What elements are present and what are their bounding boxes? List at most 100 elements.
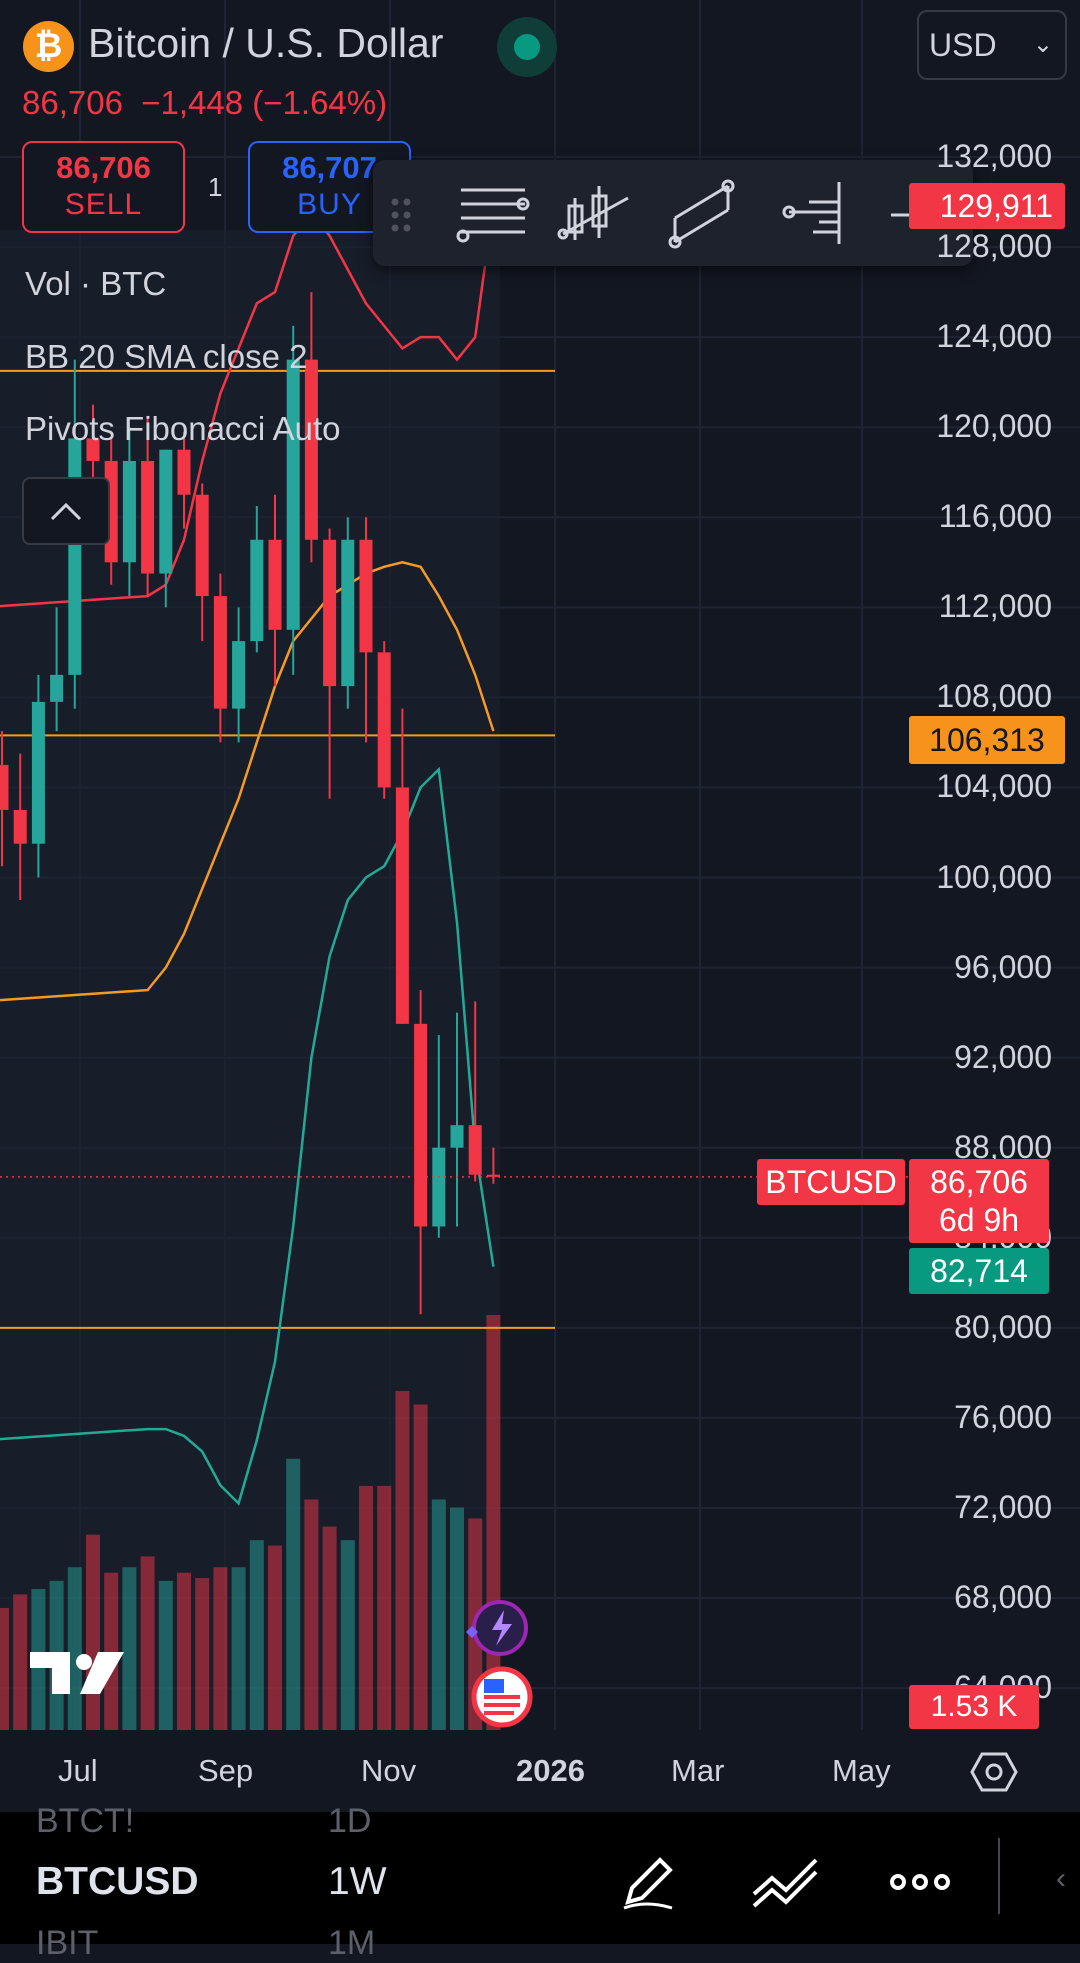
trend-lines-icon[interactable] xyxy=(750,1850,818,1914)
candle-body xyxy=(159,449,173,574)
price-axis-label: 124,000 xyxy=(936,318,1052,355)
legend-volume[interactable]: Vol · BTC xyxy=(25,265,167,302)
drawing-toolbar xyxy=(373,160,973,266)
price-axis-label: 80,000 xyxy=(954,1308,1052,1345)
volume-bar xyxy=(322,1526,337,1730)
volume-bar xyxy=(213,1567,228,1730)
volume-bar xyxy=(0,1607,9,1730)
current-interval[interactable]: 1W xyxy=(328,1860,387,1903)
candle-body xyxy=(13,809,27,844)
volume-bar xyxy=(268,1545,282,1730)
candle-tool-icon[interactable] xyxy=(557,186,629,240)
candle-body xyxy=(377,652,391,788)
volume-bar xyxy=(340,1540,355,1730)
symbol-title[interactable]: Bitcoin / U.S. Dollar xyxy=(88,20,444,66)
last-price: 86,706 xyxy=(22,84,123,121)
volume-bar xyxy=(13,1594,28,1730)
candle-body xyxy=(395,787,409,1024)
legend-bollinger-bands[interactable]: BB 20 SMA close 2 xyxy=(25,338,308,375)
spread-value: 1 xyxy=(208,172,223,202)
volume-bar xyxy=(377,1485,392,1730)
candle-body xyxy=(468,1125,482,1175)
bb-basis-line xyxy=(0,561,495,1002)
volume-bar xyxy=(140,1556,155,1730)
price-axis-label: 104,000 xyxy=(936,768,1052,805)
time-label-2026: 2026 xyxy=(516,1753,585,1788)
candle-body xyxy=(359,539,373,653)
more-options-icon[interactable] xyxy=(888,1850,952,1914)
time-label-sep: Sep xyxy=(198,1753,254,1788)
volume-bar xyxy=(249,1540,264,1730)
volume-bar xyxy=(231,1567,246,1730)
lightning-alert-icon[interactable] xyxy=(456,1598,532,1663)
candle-body xyxy=(268,539,282,630)
price-axis-label: 128,000 xyxy=(936,228,1052,265)
bb-lower-band xyxy=(0,766,495,1506)
candle-body xyxy=(432,1147,446,1227)
volume-bar xyxy=(122,1567,137,1730)
candle-body xyxy=(486,1174,500,1177)
candle-body xyxy=(31,701,45,844)
candle-body xyxy=(50,674,64,702)
lower-band-tag: 82,714 xyxy=(909,1248,1049,1294)
sell-label: SELL xyxy=(64,188,143,221)
volume-bar xyxy=(195,1578,210,1730)
current-symbol[interactable]: BTCUSD xyxy=(36,1860,199,1903)
price-axis-label: 112,000 xyxy=(938,588,1052,625)
price-axis-label: 108,000 xyxy=(936,678,1052,715)
price-axis-label: 132,000 xyxy=(936,138,1052,174)
sell-price: 86,706 xyxy=(56,150,151,185)
collapse-legend-button[interactable] xyxy=(22,477,110,545)
time-label-mar: Mar xyxy=(671,1753,725,1788)
candle-body xyxy=(323,539,337,687)
candle-body xyxy=(450,1125,464,1148)
candle-body xyxy=(177,449,191,495)
candle-body xyxy=(0,764,9,810)
candle-body xyxy=(122,460,136,563)
symbol-tag: BTCUSD xyxy=(757,1159,905,1205)
chevron-left-icon[interactable]: ‹ xyxy=(1056,1862,1066,1895)
candle-body xyxy=(195,494,209,597)
time-label-nov: Nov xyxy=(361,1753,417,1788)
drag-handle-icon[interactable] xyxy=(391,198,411,232)
pencil-draw-icon[interactable] xyxy=(616,1850,680,1914)
price-axis-label: 100,000 xyxy=(936,858,1052,895)
us-economic-event-icon[interactable] xyxy=(470,1665,534,1734)
prev-interval[interactable]: 1D xyxy=(328,1802,372,1840)
bar-countdown: 6d 9h xyxy=(938,1202,1020,1238)
currency-value: USD xyxy=(929,27,997,63)
candle-body xyxy=(341,539,355,687)
toolbar-divider xyxy=(998,1838,1000,1914)
candle-body xyxy=(213,596,227,709)
chart-settings-icon[interactable] xyxy=(970,1750,1018,1799)
candle-body xyxy=(86,438,100,461)
last-price-tag-value: 86,706 xyxy=(930,1164,1028,1200)
chevron-up-icon xyxy=(50,502,82,521)
volume-bar xyxy=(158,1580,173,1730)
legend-pivots[interactable]: Pivots Fibonacci Auto xyxy=(25,410,341,447)
horizontal-lines-icon[interactable] xyxy=(456,188,530,243)
prev-symbol[interactable]: BTCT! xyxy=(36,1802,135,1840)
candle-body xyxy=(141,460,155,574)
candle-body xyxy=(286,359,300,630)
volume-bar xyxy=(359,1485,373,1730)
price-axis-label: 76,000 xyxy=(954,1398,1052,1435)
bitcoin-logo-icon: ₿ xyxy=(23,21,74,72)
volume-bar xyxy=(104,1572,119,1730)
last-price-tag: 86,706 6d 9h xyxy=(909,1159,1049,1243)
volume-tag: 1.53 K xyxy=(909,1685,1039,1729)
buy-price: 86,707 xyxy=(282,150,377,185)
market-open-status-icon[interactable] xyxy=(497,17,557,77)
volume-bar xyxy=(395,1390,410,1730)
tradingview-logo-icon[interactable] xyxy=(28,1648,128,1703)
price-axis-label: 92,000 xyxy=(954,1038,1052,1075)
parallel-channel-icon[interactable] xyxy=(668,179,735,249)
candle-body xyxy=(68,438,82,675)
sell-button[interactable]: 86,706 SELL xyxy=(22,141,185,233)
basis-tag: 106,313 xyxy=(909,716,1065,764)
pitchfork-icon[interactable] xyxy=(782,182,841,244)
volume-bar xyxy=(450,1507,464,1730)
price-axis-label: 88,000 xyxy=(954,1128,1052,1165)
currency-select[interactable]: USD ⌄ xyxy=(917,10,1067,80)
upper-band-tag: 129,911 xyxy=(909,183,1065,229)
